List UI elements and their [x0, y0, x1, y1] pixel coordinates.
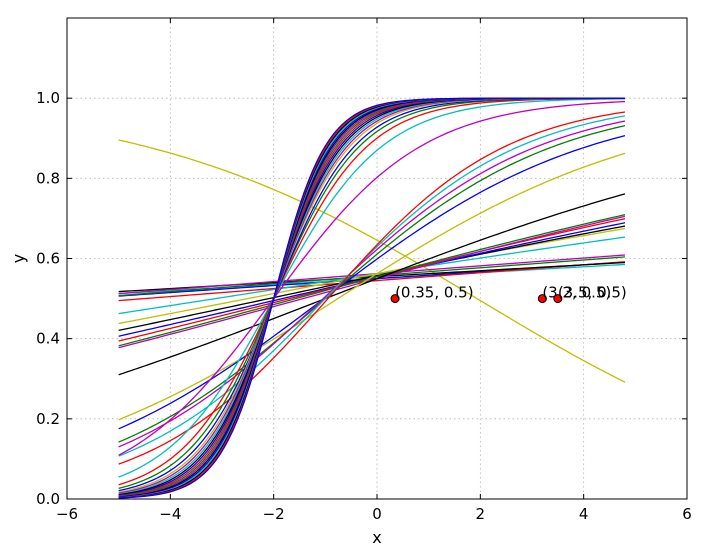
x-tick-label: 0 [372, 505, 382, 523]
series-line-19 [118, 120, 626, 448]
series-line-15 [118, 193, 626, 376]
grid [67, 18, 687, 499]
x-tick-label: 4 [579, 505, 589, 523]
point-marker [553, 294, 563, 304]
series-line-9 [118, 227, 626, 325]
series-lines [118, 97, 626, 499]
y-tick-label: 0.0 [36, 490, 60, 508]
annotated-points: (0.35, 0.5) (3.2, 0.5)(3.5, 0.5) [390, 284, 627, 304]
series-line-22 [118, 100, 626, 456]
point-annotation: (0.35, 0.5) [395, 284, 474, 302]
series-line-16 [118, 152, 626, 421]
series-line-18 [118, 124, 626, 443]
x-tick-labels: −6 −4 −2 0 2 4 6 [56, 505, 692, 523]
y-tick-label: 0.6 [36, 250, 60, 268]
series-line-1 [118, 139, 626, 383]
x-tick-label: 2 [476, 505, 486, 523]
series-line-13 [118, 214, 626, 347]
y-tick-label: 0.8 [36, 169, 60, 187]
point-marker [537, 294, 547, 304]
series-line-23 [118, 98, 626, 478]
series-line-20 [118, 115, 626, 457]
point-marker [390, 294, 400, 304]
series-line-40 [118, 97, 625, 499]
y-tick-label: 1.0 [36, 89, 60, 107]
x-tick-label: 6 [682, 505, 692, 523]
y-tick-labels: 0.0 0.2 0.4 0.6 0.8 1.0 [36, 89, 60, 508]
x-tick-label: −6 [56, 505, 78, 523]
x-axis-label: x [372, 528, 381, 547]
series-line-21 [118, 111, 626, 465]
y-axis-label: y [9, 254, 28, 263]
y-tick-label: 0.4 [36, 330, 60, 348]
point-annotation: (3.5, 0.5) [558, 284, 627, 302]
series-line-17 [118, 135, 626, 430]
x-tick-label: −4 [159, 505, 181, 523]
series-line-6 [118, 256, 626, 297]
tick-marks [66, 18, 688, 500]
x-tick-label: −2 [263, 505, 285, 523]
y-tick-label: 0.2 [36, 410, 60, 428]
